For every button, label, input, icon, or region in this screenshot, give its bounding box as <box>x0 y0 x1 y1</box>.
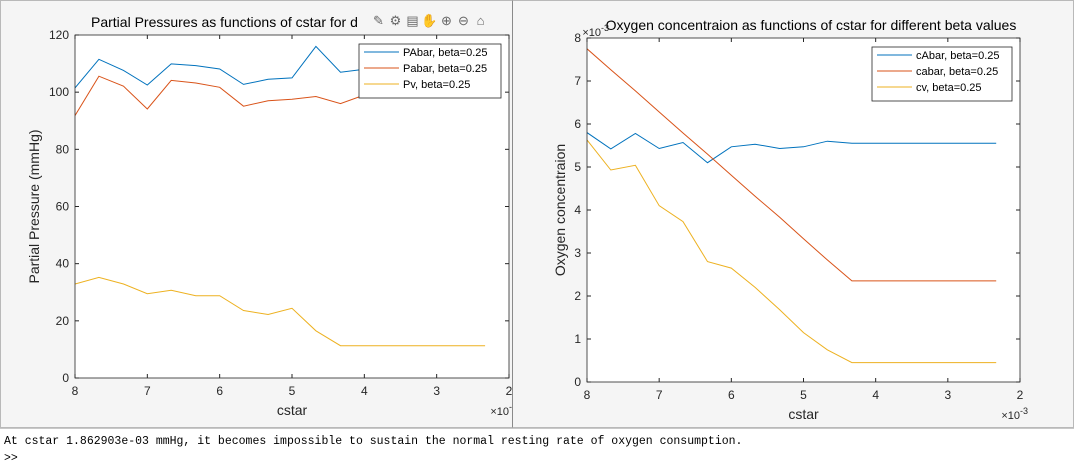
series-line-3 <box>587 139 997 364</box>
x-tick-label: 4 <box>872 388 879 402</box>
y-tick-label: 60 <box>56 200 70 214</box>
zoom-out-icon[interactable]: ⊖ <box>458 12 469 28</box>
chart-title: Oxygen concentraion as functions of csta… <box>606 17 1017 33</box>
x-tick-label: 5 <box>289 384 296 398</box>
x-tick-label: 7 <box>656 388 663 402</box>
console-prompt[interactable]: >> <box>4 452 18 465</box>
figure-window-right[interactable]: 8 7 6 5 4 3 2 0 1 2 3 4 5 6 7 8 cstar Oxygen concentraion… <box>512 0 1074 428</box>
y-tick-label: 8 <box>574 31 581 45</box>
series-line-1 <box>587 132 997 164</box>
y-tick-label: 1 <box>574 332 581 346</box>
legend-entry: cAbar, beta=0.25 <box>916 50 999 62</box>
x-tick-label: 8 <box>584 388 591 402</box>
y-tick-label: 80 <box>56 142 70 156</box>
y-tick-label: 5 <box>574 160 581 174</box>
y-tick-label: 100 <box>49 85 69 99</box>
y-tick-label: 4 <box>574 203 581 217</box>
y-tick-label: 120 <box>49 28 69 42</box>
y-tick-label: 3 <box>574 246 581 260</box>
y-tick-label: 40 <box>56 257 70 271</box>
zoom-in-icon[interactable]: ⊕ <box>441 12 452 28</box>
y-tick-label: 0 <box>574 375 581 389</box>
command-window[interactable]: At cstar 1.862903e-03 mmHg, it becomes i… <box>0 428 1074 468</box>
legend-entry: Pv, beta=0.25 <box>403 79 470 91</box>
series-line-2 <box>587 48 997 282</box>
x-tick-label: 6 <box>728 388 735 402</box>
x-tick-label: 7 <box>144 384 151 398</box>
x-tick-label: 8 <box>72 384 79 398</box>
legend-entry: PAbar, beta=0.25 <box>403 47 488 59</box>
y-tick-label: 6 <box>574 117 581 131</box>
x-axis-label: cstar <box>277 402 308 418</box>
save-icon[interactable]: ▤ <box>406 12 419 28</box>
x-tick-label: 3 <box>433 384 440 398</box>
console-output-line: At cstar 1.862903e-03 mmHg, it becomes i… <box>4 435 743 448</box>
x-tick-label: 3 <box>944 388 951 402</box>
x-tick-label: 5 <box>800 388 807 402</box>
y-axis-multiplier: ×10-3 <box>582 23 609 39</box>
series-line-3 <box>75 276 486 347</box>
edit-icon[interactable]: ⚙ <box>389 12 402 28</box>
axes-toolbar: ✎ ⚙ ▤ ✋ ⊕ ⊖ ⌂ <box>371 12 488 29</box>
y-tick-label: 2 <box>574 289 581 303</box>
y-tick-label: 7 <box>574 74 581 88</box>
brush-icon[interactable]: ✎ <box>373 12 384 28</box>
x-axis-multiplier: ×10-3 <box>1001 406 1028 422</box>
y-axis-label: Partial Pressure (mmHg) <box>26 129 42 283</box>
x-tick-label: 4 <box>361 384 368 398</box>
x-tick-label: 2 <box>506 384 513 398</box>
chart-title: Partial Pressures as functions of cstar … <box>91 14 358 30</box>
y-tick-label: 20 <box>56 314 70 328</box>
legend-entry: Pabar, beta=0.25 <box>403 63 487 75</box>
oxygen-concentration-chart: 8 7 6 5 4 3 2 0 1 2 3 4 5 6 7 8 cstar Oxygen concentraion… <box>552 17 1028 422</box>
x-axis-multiplier: ×10-3 <box>490 402 514 418</box>
pan-icon[interactable]: ✋ <box>421 12 438 28</box>
x-tick-label: 6 <box>216 384 223 398</box>
y-tick-label: 0 <box>62 371 69 385</box>
figure-window-left[interactable]: 8 7 6 5 4 3 2 0 20 40 60 80 100 120 cstar Partial Press… <box>0 0 514 428</box>
legend-box <box>871 46 1013 102</box>
x-tick-label: 2 <box>1017 388 1024 402</box>
legend-entry: cv, beta=0.25 <box>916 82 982 94</box>
legend-box <box>358 43 502 99</box>
home-icon[interactable]: ⌂ <box>476 13 485 28</box>
y-axis-label: Oxygen concentraion <box>552 144 568 276</box>
legend-entry: cabar, beta=0.25 <box>916 66 998 78</box>
x-axis-label: cstar <box>788 406 819 422</box>
